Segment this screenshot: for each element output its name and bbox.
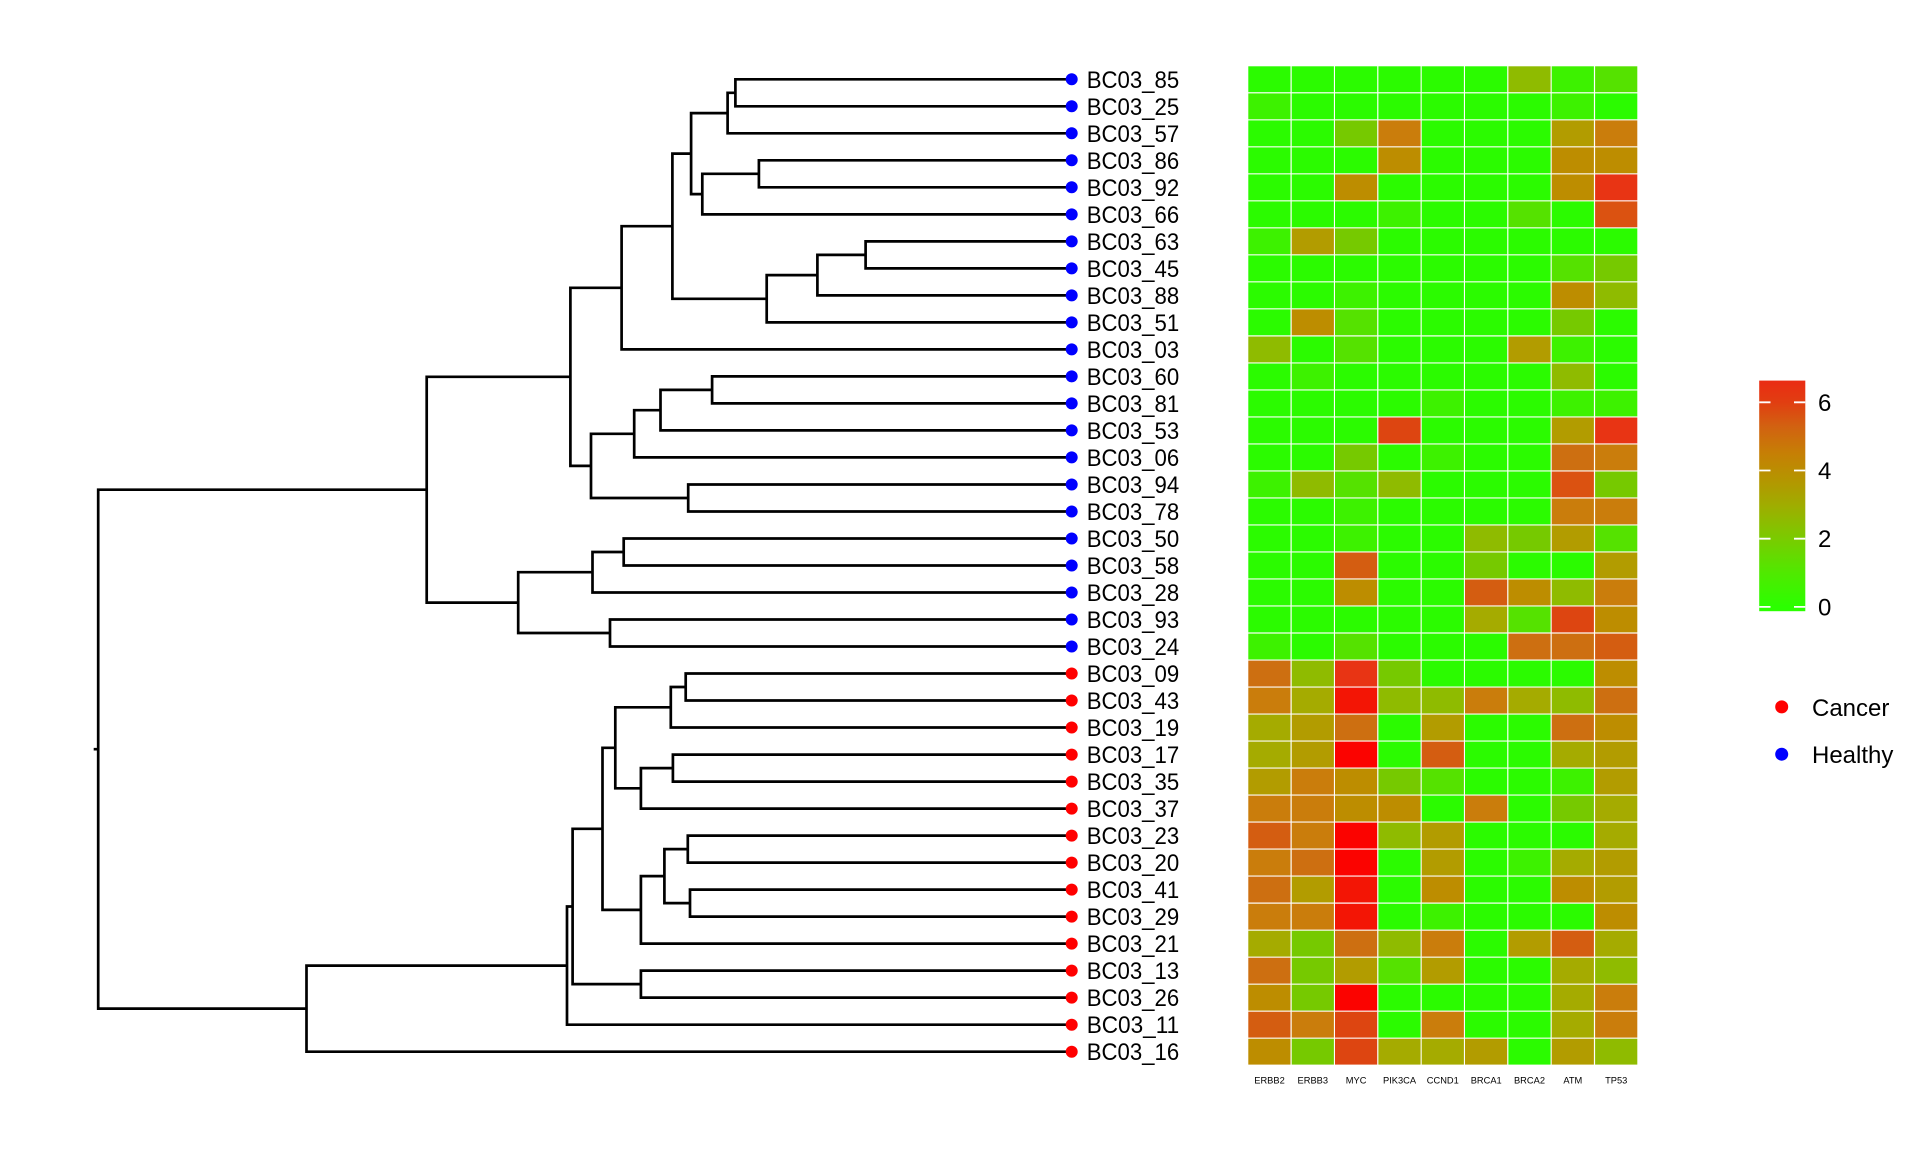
svg-text:2: 2: [1818, 526, 1831, 553]
svg-text:BRCA1: BRCA1: [1471, 1075, 1502, 1085]
svg-text:BC03_50: BC03_50: [1087, 526, 1180, 553]
svg-text:BC03_78: BC03_78: [1087, 499, 1180, 526]
svg-text:BC03_45: BC03_45: [1087, 256, 1180, 283]
svg-text:MYC: MYC: [1346, 1075, 1367, 1085]
svg-text:CCND1: CCND1: [1427, 1075, 1459, 1085]
svg-text:BC03_51: BC03_51: [1087, 310, 1180, 337]
svg-text:4: 4: [1818, 458, 1831, 485]
svg-text:BC03_66: BC03_66: [1087, 202, 1180, 229]
svg-text:BC03_88: BC03_88: [1087, 283, 1180, 310]
svg-text:BC03_93: BC03_93: [1087, 607, 1180, 634]
svg-text:BC03_43: BC03_43: [1087, 688, 1180, 715]
svg-text:BC03_23: BC03_23: [1087, 823, 1180, 850]
svg-text:BC03_85: BC03_85: [1087, 67, 1180, 94]
svg-text:BC03_94: BC03_94: [1087, 472, 1180, 499]
svg-text:BC03_17: BC03_17: [1087, 742, 1180, 769]
svg-text:BC03_60: BC03_60: [1087, 364, 1180, 391]
svg-text:6: 6: [1818, 390, 1831, 417]
svg-text:BC03_28: BC03_28: [1087, 580, 1180, 607]
svg-text:BC03_63: BC03_63: [1087, 229, 1180, 256]
svg-text:ERBB3: ERBB3: [1298, 1075, 1329, 1085]
svg-text:Healthy: Healthy: [1812, 742, 1893, 769]
svg-text:BC03_29: BC03_29: [1087, 904, 1180, 931]
svg-text:BC03_57: BC03_57: [1087, 121, 1180, 148]
svg-text:BC03_16: BC03_16: [1087, 1039, 1180, 1066]
svg-text:BC03_86: BC03_86: [1087, 148, 1180, 175]
svg-text:BC03_19: BC03_19: [1087, 715, 1180, 742]
svg-text:BC03_03: BC03_03: [1087, 337, 1180, 364]
svg-text:BC03_11: BC03_11: [1087, 1012, 1180, 1039]
svg-text:BC03_24: BC03_24: [1087, 634, 1180, 661]
svg-text:BC03_58: BC03_58: [1087, 553, 1180, 580]
svg-text:BC03_06: BC03_06: [1087, 445, 1180, 472]
svg-text:BC03_13: BC03_13: [1087, 958, 1180, 985]
svg-text:BC03_41: BC03_41: [1087, 877, 1180, 904]
svg-text:PIK3CA: PIK3CA: [1383, 1075, 1417, 1085]
svg-text:BC03_26: BC03_26: [1087, 985, 1180, 1012]
svg-text:0: 0: [1818, 594, 1831, 621]
svg-text:BC03_37: BC03_37: [1087, 796, 1180, 823]
svg-text:BC03_81: BC03_81: [1087, 391, 1180, 418]
svg-text:Cancer: Cancer: [1812, 695, 1889, 722]
svg-text:BC03_92: BC03_92: [1087, 175, 1180, 202]
svg-text:BC03_09: BC03_09: [1087, 661, 1180, 688]
svg-text:BC03_35: BC03_35: [1087, 769, 1180, 796]
svg-text:TP53: TP53: [1605, 1075, 1627, 1085]
svg-text:ATM: ATM: [1563, 1075, 1582, 1085]
svg-text:ERBB2: ERBB2: [1254, 1075, 1285, 1085]
svg-text:BC03_25: BC03_25: [1087, 94, 1180, 121]
svg-text:BC03_53: BC03_53: [1087, 418, 1180, 445]
svg-text:BRCA2: BRCA2: [1514, 1075, 1545, 1085]
svg-text:BC03_21: BC03_21: [1087, 931, 1180, 958]
svg-text:BC03_20: BC03_20: [1087, 850, 1180, 877]
